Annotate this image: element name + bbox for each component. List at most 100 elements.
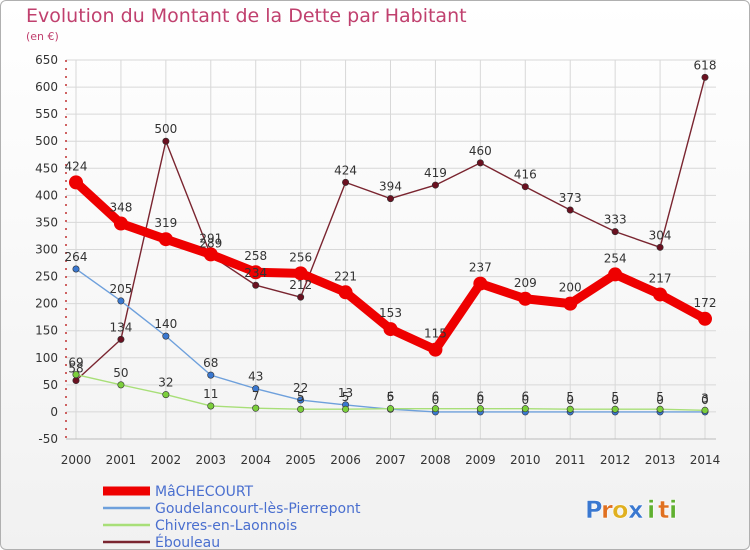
y-tick-label: 600 (35, 80, 58, 94)
y-tick-label: 250 (35, 270, 58, 284)
data-point (338, 285, 353, 300)
data-label: 50 (113, 366, 128, 380)
data-point (297, 396, 305, 404)
data-point (518, 291, 533, 306)
data-label: 254 (604, 251, 627, 265)
x-tick-label: 2002 (151, 453, 182, 467)
data-label: 234 (244, 266, 267, 280)
data-point (383, 322, 398, 337)
legend-label-ebouleau: Ébouleau (155, 534, 220, 550)
x-tick-label: 2010 (510, 453, 541, 467)
data-label: 373 (559, 191, 582, 205)
data-point (431, 181, 439, 189)
data-label: 500 (154, 122, 177, 136)
data-point (386, 195, 394, 203)
data-label: 13 (338, 386, 353, 400)
x-tick-label: 2007 (375, 453, 406, 467)
data-label-layer: 5813450028923421242439441946041637333330… (65, 58, 717, 407)
data-point (656, 243, 664, 251)
series-layer (69, 73, 712, 416)
data-label: 394 (379, 180, 402, 194)
data-label: 69 (68, 356, 83, 370)
x-tick-label: 2008 (420, 453, 451, 467)
data-point (207, 371, 215, 379)
data-point (162, 332, 170, 340)
data-label: 0 (656, 393, 664, 407)
data-label: 153 (379, 306, 402, 320)
data-label: 0 (566, 393, 574, 407)
data-label: 0 (432, 393, 440, 407)
data-point (431, 405, 439, 413)
x-tick-label: 2004 (240, 453, 271, 467)
data-label: 5 (611, 390, 619, 404)
data-point (476, 405, 484, 413)
data-point (72, 371, 80, 379)
data-label: 212 (289, 278, 312, 292)
data-point (207, 402, 215, 410)
legend-label-chivres-en-laonnois: Chivres-en-Laonnois (155, 518, 297, 534)
axis-layer: -500501001502002503003504004505005506006… (35, 53, 720, 467)
data-point (252, 385, 260, 393)
data-label: 264 (65, 250, 88, 264)
data-point (342, 405, 350, 413)
logo-letter: r (601, 496, 613, 524)
data-point (653, 287, 668, 302)
data-label: 32 (158, 376, 173, 390)
x-tick-label: 2013 (645, 453, 676, 467)
data-point (293, 266, 308, 281)
logo-letter: o (612, 496, 629, 524)
x-tick-label: 2014 (690, 453, 721, 467)
data-label: 258 (244, 249, 267, 263)
data-label: 58 (68, 362, 83, 376)
chart-subtitle: (en €) (26, 30, 59, 43)
data-label: 424 (334, 163, 357, 177)
data-point (566, 206, 574, 214)
logo-letter: i (647, 496, 655, 524)
data-point (476, 159, 484, 167)
data-label: 319 (154, 216, 177, 230)
data-label: 115 (424, 327, 447, 341)
y-tick-label: 450 (35, 161, 58, 175)
data-label: 0 (611, 393, 619, 407)
data-label: 291 (199, 231, 222, 245)
data-label: 304 (649, 228, 672, 242)
data-point (72, 377, 80, 385)
chart-title: Evolution du Montant de la Dette par Hab… (26, 5, 467, 27)
y-tick-label: 300 (35, 243, 58, 257)
data-label: 43 (248, 370, 263, 384)
data-label: 5 (656, 390, 664, 404)
data-label: 419 (424, 166, 447, 180)
data-point (162, 391, 170, 399)
x-tick-label: 2003 (196, 453, 227, 467)
data-label: 6 (432, 390, 440, 404)
data-label: 460 (469, 144, 492, 158)
data-point (117, 297, 125, 305)
data-label: 217 (649, 271, 672, 285)
data-label: 0 (521, 393, 529, 407)
data-label: 424 (65, 159, 88, 173)
data-label: 6 (387, 390, 395, 404)
data-label: 6 (521, 390, 529, 404)
y-tick-label: 200 (35, 297, 58, 311)
data-label: 209 (514, 276, 537, 290)
logo-letter: P (585, 496, 603, 524)
x-tick-label: 2006 (330, 453, 361, 467)
y-tick-label: 50 (43, 378, 58, 392)
data-label: 5 (566, 390, 574, 404)
y-tick-label: 650 (35, 53, 58, 67)
proxiti-logo: Pr o x i t i (585, 496, 678, 525)
data-label: 256 (289, 250, 312, 264)
data-label: 0 (701, 393, 709, 407)
data-point (203, 247, 218, 262)
data-point (611, 405, 619, 413)
data-label: 6 (477, 390, 485, 404)
data-label: 5 (387, 390, 395, 404)
data-label: 348 (109, 201, 132, 215)
data-point (473, 276, 488, 291)
data-point (248, 265, 263, 280)
data-label: 221 (334, 269, 357, 283)
data-label: 289 (199, 236, 222, 250)
data-label: 416 (514, 168, 537, 182)
legend-label-machecourt: MâCHECOURT (155, 484, 254, 500)
